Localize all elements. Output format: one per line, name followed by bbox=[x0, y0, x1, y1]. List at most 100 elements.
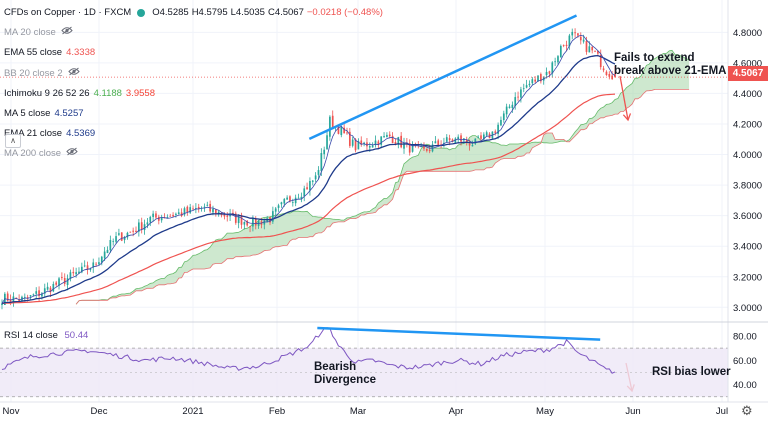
candle-body bbox=[254, 218, 257, 226]
candle-body bbox=[605, 71, 608, 76]
annotation-bearish-line2: Divergence bbox=[314, 374, 377, 386]
candle-body bbox=[106, 249, 109, 254]
candle-body bbox=[169, 215, 172, 217]
candle-body bbox=[354, 139, 357, 151]
candle-body bbox=[408, 142, 411, 153]
indicator-row[interactable]: EMA 55 close 4.3338 bbox=[4, 43, 383, 63]
candle-body bbox=[440, 144, 442, 146]
collapse-legend-button[interactable]: ∧ bbox=[5, 134, 21, 148]
candle-body bbox=[468, 143, 471, 146]
candle-body bbox=[505, 106, 508, 115]
candle-body bbox=[86, 265, 89, 270]
indicator-value-2: 3.9558 bbox=[125, 87, 155, 99]
candle-body bbox=[602, 68, 605, 71]
candle-body bbox=[234, 213, 237, 223]
candle-body bbox=[140, 222, 143, 230]
indicator-row[interactable]: Ichimoku 9 26 52 26 4.1188 3.9558 bbox=[4, 84, 383, 104]
candle-body bbox=[568, 35, 571, 47]
candle-body bbox=[263, 220, 266, 225]
ema55-line bbox=[1, 93, 616, 305]
candle-body bbox=[18, 299, 20, 302]
candle-body bbox=[434, 141, 437, 144]
hidden-eye-icon[interactable] bbox=[67, 64, 80, 84]
candle-body bbox=[482, 134, 485, 140]
candle-body bbox=[579, 36, 582, 41]
ohlc-open: O4.5285 bbox=[152, 7, 189, 18]
rsi-line bbox=[1, 327, 616, 374]
market-status-dot bbox=[137, 9, 146, 18]
candle-body bbox=[183, 208, 186, 215]
candle-body bbox=[129, 231, 132, 233]
indicator-row[interactable]: EMA 21 close 4.5369 bbox=[4, 124, 383, 144]
candle-body bbox=[437, 140, 440, 145]
candle-body bbox=[249, 226, 251, 228]
candle-body bbox=[217, 211, 220, 214]
gear-icon[interactable]: ⚙ bbox=[741, 403, 753, 418]
ohlc-close: C4.5067 bbox=[267, 7, 304, 18]
hidden-eye-icon[interactable] bbox=[66, 144, 78, 164]
candle-body bbox=[78, 271, 80, 274]
candle-body bbox=[360, 140, 363, 145]
indicator-row[interactable]: MA 20 close bbox=[4, 23, 383, 43]
candle-body bbox=[26, 297, 29, 298]
candle-body bbox=[72, 271, 75, 274]
x-tick-label: Dec bbox=[91, 406, 108, 417]
candle-body bbox=[240, 214, 243, 225]
ichimoku-span-a bbox=[75, 49, 690, 305]
candle-body bbox=[223, 213, 226, 217]
candle-body bbox=[6, 293, 9, 301]
x-tick-label: Jun bbox=[625, 406, 640, 417]
candle-body bbox=[297, 197, 300, 199]
candle-body bbox=[520, 89, 522, 98]
candle-body bbox=[451, 139, 454, 142]
hidden-eye-icon[interactable] bbox=[61, 23, 73, 43]
candle-body bbox=[591, 46, 594, 51]
candle-body bbox=[346, 132, 348, 134]
indicator-row[interactable]: BB 20 close 2 bbox=[4, 64, 383, 84]
candle-body bbox=[368, 146, 371, 148]
candle-body bbox=[232, 212, 234, 214]
candle-body bbox=[52, 283, 55, 292]
ohlc-change: −0.0218 (−0.48%) bbox=[306, 7, 383, 18]
candle-body bbox=[377, 141, 380, 146]
candle-body bbox=[337, 125, 340, 134]
candle-body bbox=[457, 136, 460, 140]
indicator-label: MA 5 close bbox=[4, 108, 51, 120]
indicator-row[interactable]: MA 5 close 4.5257 bbox=[4, 104, 383, 124]
rsi-legend-label[interactable]: RSI 14 close bbox=[4, 330, 58, 341]
candle-body bbox=[203, 206, 206, 208]
x-tick-label: Apr bbox=[449, 406, 464, 417]
candle-body bbox=[160, 217, 163, 221]
candle-body bbox=[371, 145, 374, 148]
candle-body bbox=[474, 138, 477, 144]
x-tick-label: Jul bbox=[716, 406, 728, 417]
candle-body bbox=[100, 256, 103, 263]
candle-body bbox=[177, 212, 180, 214]
symbol-title[interactable]: CFDs on Copper · 1D · FXCM bbox=[4, 7, 132, 18]
indicator-rows: MA 20 close EMA 55 close 4.3338 BB 20 close… bbox=[4, 23, 383, 164]
candle-body bbox=[497, 124, 499, 134]
y-tick-label: 3.8000 bbox=[733, 181, 762, 192]
indicator-label: MA 20 close bbox=[4, 27, 56, 39]
candle-body bbox=[272, 211, 274, 222]
y-tick-label: 4.0000 bbox=[733, 150, 762, 161]
candle-body bbox=[149, 216, 152, 223]
candle-body bbox=[480, 135, 482, 139]
candle-body bbox=[1, 303, 3, 306]
annotation-fails-line1: Fails to extend bbox=[614, 52, 695, 64]
candle-body bbox=[343, 127, 345, 134]
candle-body bbox=[331, 115, 334, 128]
candle-body bbox=[112, 241, 115, 242]
annotation-bearish-divergence: Bearish Divergence bbox=[314, 361, 376, 387]
candle-body bbox=[152, 213, 154, 217]
indicator-label: EMA 55 close bbox=[4, 47, 63, 59]
candle-body bbox=[277, 205, 280, 208]
candle-body bbox=[554, 61, 556, 63]
candle-body bbox=[314, 175, 317, 180]
candle-body bbox=[157, 216, 160, 221]
candle-body bbox=[132, 230, 135, 232]
candle-body bbox=[63, 278, 66, 284]
indicator-row[interactable]: MA 200 close bbox=[4, 144, 383, 164]
